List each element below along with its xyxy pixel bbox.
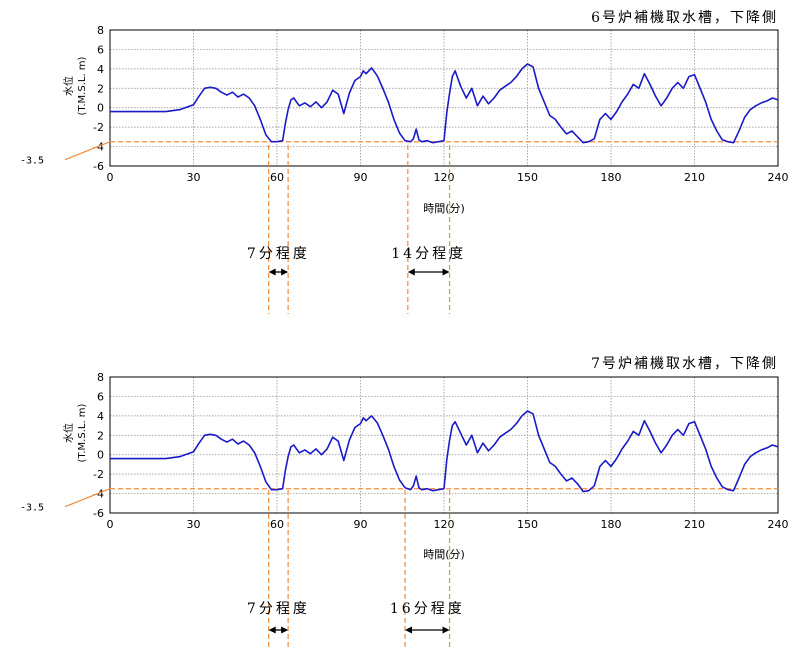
series-line-0 [110,410,779,493]
reference-leader [64,141,111,161]
duration-label-1: 16分程度 [390,601,465,617]
x-tick-label: 30 [187,171,201,184]
y-tick-label: -2 [93,121,104,134]
y-tick-label: 4 [97,63,104,76]
x-tick-label: 120 [434,518,455,531]
x-tick-label: 210 [684,518,705,531]
y-tick-label: 8 [97,371,104,384]
x-tick-label: 210 [684,171,705,184]
chart-title: 6号炉補機取水槽，下降側 [591,10,778,26]
x-tick-label: 120 [434,171,455,184]
x-axis-label: 時間(分) [423,548,465,561]
duration-label-0: 7分程度 [247,601,310,617]
y-tick-label: -6 [93,507,104,520]
chart-title: 7号炉補機取水槽，下降側 [591,356,778,372]
y-tick-label: 0 [97,449,104,462]
x-tick-label: 150 [517,171,538,184]
arrow-head-left [405,626,413,634]
x-tick-label: 180 [601,518,622,531]
y-axis-label: 水位 (T.M.S.L. m) [62,403,88,462]
arrow-head-right [442,268,450,276]
y-tick-label: 4 [97,410,104,423]
y-axis-label-line1: 水位 [62,423,75,443]
reference-leader [64,488,111,508]
duration-label-1: 14分程度 [391,246,466,262]
y-tick-label: 6 [97,390,104,403]
x-tick-label: 90 [354,518,368,531]
x-tick-label: 90 [354,171,368,184]
y-tick-label: -2 [93,468,104,481]
y-tick-label: -4 [93,488,104,501]
x-tick-label: 60 [270,171,284,184]
arrow-head-right [442,626,450,634]
y-axis-label: 水位 (T.M.S.L. m) [62,56,88,115]
y-tick-label: 2 [97,429,104,442]
y-tick-label: 2 [97,82,104,95]
y-tick-label: 8 [97,24,104,37]
y-axis-label-line1: 水位 [62,76,75,96]
arrow-head-right [281,268,289,276]
x-tick-label: 30 [187,518,201,531]
x-tick-label: 240 [768,171,789,184]
plot-frame [109,29,779,167]
x-tick-label: 150 [517,518,538,531]
reference-label: -3.5 [20,503,44,514]
y-tick-label: 0 [97,102,104,115]
x-axis-label: 時間(分) [423,202,465,215]
arrow-head-left [268,268,276,276]
reference-label: -3.5 [20,156,44,167]
arrow-head-left [407,268,415,276]
arrow-head-left [268,626,276,634]
y-tick-label: -4 [93,141,104,154]
x-tick-label: 60 [270,518,284,531]
y-tick-label: 6 [97,43,104,56]
y-axis-label-line2: (T.M.S.L. m) [77,403,88,462]
plot-frame [109,376,779,514]
y-tick-label: -6 [93,160,104,173]
x-tick-label: 0 [107,518,114,531]
series-line-0 [110,63,779,144]
x-tick-label: 240 [768,518,789,531]
duration-label-0: 7分程度 [247,246,310,262]
x-tick-label: 180 [601,171,622,184]
arrow-head-right [281,626,289,634]
y-axis-label-line2: (T.M.S.L. m) [77,56,88,115]
x-tick-label: 0 [107,171,114,184]
